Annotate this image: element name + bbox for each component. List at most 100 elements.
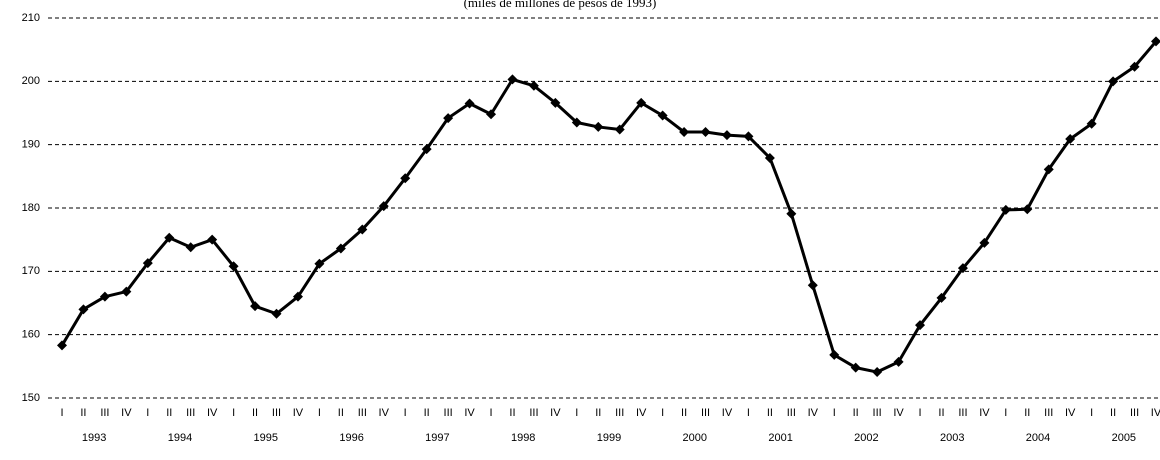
year-label: 2000 — [683, 432, 707, 444]
data-point — [314, 258, 325, 269]
data-point — [207, 234, 218, 245]
x-tick-label: I — [232, 407, 235, 419]
data-point — [915, 320, 926, 331]
year-label: 1993 — [82, 432, 106, 444]
data-point — [421, 144, 432, 155]
x-tick-label: II — [1110, 407, 1116, 419]
x-tick-label: IV — [893, 407, 904, 419]
x-tick-label: III — [358, 407, 367, 419]
x-tick-label: IV — [464, 407, 475, 419]
data-point — [528, 80, 539, 91]
year-label: 2005 — [1112, 432, 1136, 444]
x-tick-label: II — [424, 407, 430, 419]
data-point — [1151, 36, 1160, 47]
x-tick-label: II — [166, 407, 172, 419]
x-tick-label: III — [444, 407, 453, 419]
data-point — [593, 121, 604, 132]
x-tick-label: III — [958, 407, 967, 419]
x-tick-label: I — [60, 407, 63, 419]
x-tick-label: I — [747, 407, 750, 419]
x-tick-label: II — [853, 407, 859, 419]
x-tick-label: III — [272, 407, 281, 419]
data-point — [185, 242, 196, 253]
x-tick-label: I — [1090, 407, 1093, 419]
data-point — [550, 97, 561, 108]
data-point — [464, 98, 475, 109]
data-point — [228, 261, 239, 272]
x-tick-label: II — [338, 407, 344, 419]
year-label: 1999 — [597, 432, 621, 444]
x-tick-label: I — [661, 407, 664, 419]
year-label: 2001 — [768, 432, 792, 444]
x-tick-label: II — [681, 407, 687, 419]
year-label: 1998 — [511, 432, 535, 444]
data-line — [60, 40, 1158, 374]
data-point — [250, 301, 261, 312]
data-point — [721, 130, 732, 141]
data-point — [743, 131, 754, 142]
data-point — [1022, 204, 1033, 215]
data-point — [657, 110, 668, 121]
x-tick-label: I — [833, 407, 836, 419]
x-tick-label: I — [919, 407, 922, 419]
data-point — [1065, 133, 1076, 144]
data-point — [292, 291, 303, 302]
x-tick-label: I — [146, 407, 149, 419]
data-point — [700, 127, 711, 137]
data-point — [1043, 164, 1054, 175]
data-point — [378, 201, 389, 212]
data-point — [571, 117, 582, 128]
x-tick-label: III — [100, 407, 109, 419]
x-tick-label: I — [1004, 407, 1007, 419]
year-label: 2004 — [1026, 432, 1050, 444]
data-point — [271, 308, 282, 319]
y-tick-label: 170 — [22, 265, 40, 277]
x-tick-label: III — [529, 407, 538, 419]
year-label: 1995 — [254, 432, 278, 444]
data-point — [786, 208, 797, 219]
y-tick-label: 180 — [22, 202, 40, 214]
x-tick-label: II — [938, 407, 944, 419]
x-tick-label: III — [1130, 407, 1139, 419]
data-point — [507, 74, 518, 85]
year-label: 1996 — [339, 432, 363, 444]
data-point — [679, 127, 690, 137]
x-tick-label: II — [509, 407, 515, 419]
data-point — [807, 280, 818, 291]
data-point — [121, 286, 132, 297]
data-point — [1000, 204, 1011, 215]
x-tick-label: I — [404, 407, 407, 419]
year-label: 2002 — [854, 432, 878, 444]
x-tick-label: IV — [808, 407, 819, 419]
x-tick-label: IV — [636, 407, 647, 419]
x-tick-label: III — [615, 407, 624, 419]
data-point — [872, 367, 883, 378]
y-tick-label: 190 — [22, 139, 40, 151]
data-point — [764, 152, 775, 163]
data-point — [335, 243, 346, 254]
data-point — [99, 291, 110, 302]
year-label: 2003 — [940, 432, 964, 444]
y-tick-label: 210 — [22, 12, 40, 24]
data-point — [142, 258, 153, 269]
x-tick-label: IV — [1065, 407, 1076, 419]
x-tick-label: III — [701, 407, 710, 419]
data-point — [893, 356, 904, 367]
x-tick-label: IV — [207, 407, 218, 419]
x-tick-label: I — [575, 407, 578, 419]
x-tick-label: II — [1024, 407, 1030, 419]
x-tick-label: IV — [550, 407, 561, 419]
x-tick-label: II — [80, 407, 86, 419]
x-tick-label: III — [787, 407, 796, 419]
data-point — [164, 232, 175, 243]
x-tick-label: IV — [379, 407, 390, 419]
x-tick-label: IV — [722, 407, 733, 419]
y-tick-label: 200 — [22, 75, 40, 87]
x-tick-label: I — [489, 407, 492, 419]
data-point — [636, 97, 647, 108]
data-point — [1129, 61, 1140, 72]
x-tick-label: I — [318, 407, 321, 419]
x-tick-label: III — [873, 407, 882, 419]
year-label: 1994 — [168, 432, 192, 444]
